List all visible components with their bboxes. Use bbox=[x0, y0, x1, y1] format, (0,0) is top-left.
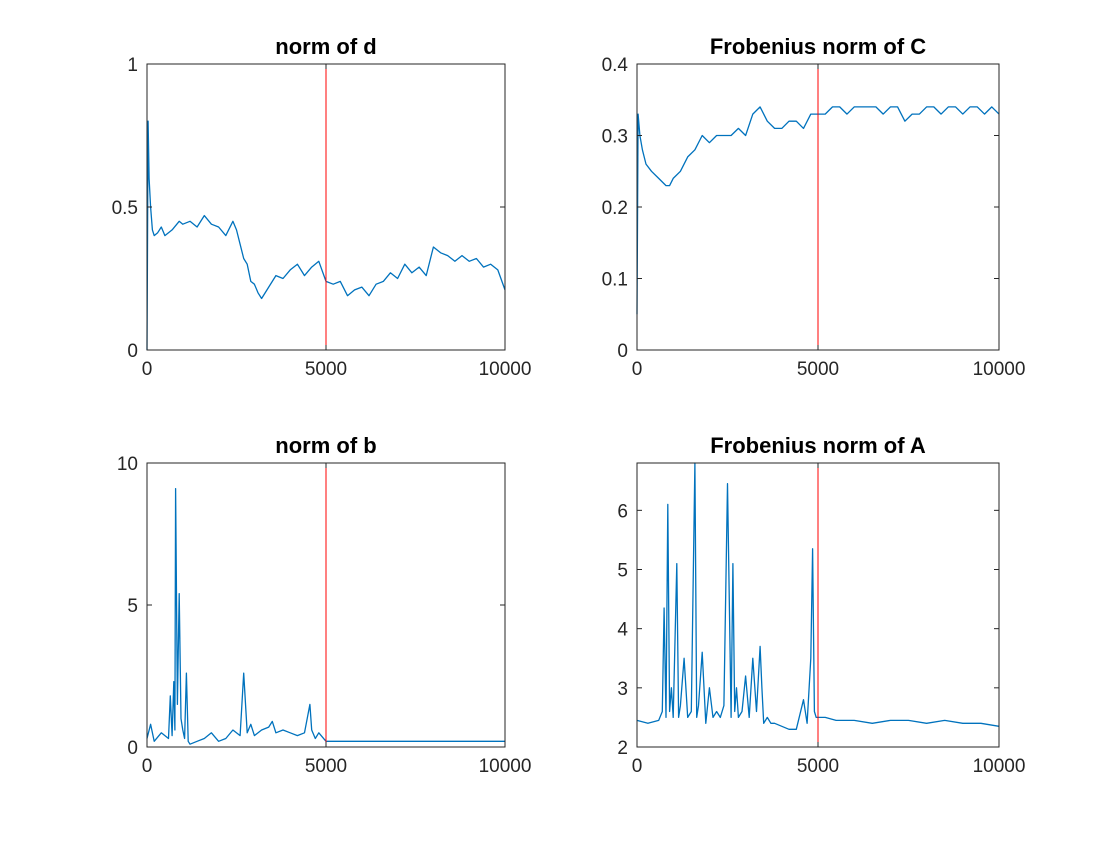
series-line bbox=[146, 487, 505, 745]
y-tick-label: 6 bbox=[617, 501, 628, 522]
y-tick-label: 5 bbox=[127, 596, 138, 617]
x-tick-label: 0 bbox=[632, 756, 643, 777]
x-tick-label: 5000 bbox=[305, 756, 347, 777]
y-tick-label: 10 bbox=[117, 454, 138, 475]
y-tick-label: 0 bbox=[617, 341, 628, 362]
subplot-4: 0 5000 10000 2 3 4 5 6 Frobenius norm of A bbox=[617, 433, 1025, 777]
x-tick-label: 0 bbox=[632, 359, 643, 380]
y-tick-label: 4 bbox=[617, 620, 628, 641]
y-tick-label: 0.5 bbox=[112, 198, 138, 219]
y-tick-label: 0.3 bbox=[602, 127, 628, 148]
subplot-title: norm of b bbox=[275, 433, 376, 458]
series-line bbox=[636, 106, 1000, 315]
y-tick-label: 3 bbox=[617, 679, 628, 700]
subplot-title: norm of d bbox=[275, 34, 376, 59]
subplot-2: 0 5000 10000 0 0.1 0.2 0.3 0.4 Frobenius norm of… bbox=[602, 34, 1026, 380]
y-tick-label: 0.4 bbox=[602, 55, 629, 76]
subplot-1: 0 5000 10000 0 0.5 1 norm of d bbox=[112, 34, 532, 380]
x-tick-label: 10000 bbox=[973, 359, 1026, 380]
x-tick-label: 5000 bbox=[797, 756, 839, 777]
x-tick-label: 10000 bbox=[479, 756, 532, 777]
y-tick-label: 0.2 bbox=[602, 198, 628, 219]
x-tick-label: 5000 bbox=[305, 359, 347, 380]
x-tick-label: 5000 bbox=[797, 359, 839, 380]
y-tick-label: 0 bbox=[127, 738, 138, 759]
subplot-3: 0 5000 10000 0 5 10 norm of b bbox=[117, 433, 532, 777]
y-tick-label: 0.1 bbox=[602, 270, 628, 291]
x-tick-label: 10000 bbox=[479, 359, 532, 380]
series-line bbox=[636, 462, 1000, 730]
x-tick-label: 0 bbox=[142, 756, 153, 777]
subplot-title: Frobenius norm of A bbox=[710, 433, 926, 458]
y-tick-label: 2 bbox=[617, 738, 628, 759]
y-tick-label: 5 bbox=[617, 561, 628, 582]
subplot-title: Frobenius norm of C bbox=[710, 34, 926, 59]
y-tick-label: 1 bbox=[127, 55, 138, 76]
series-line bbox=[146, 120, 506, 351]
x-tick-label: 0 bbox=[142, 359, 153, 380]
y-tick-label: 0 bbox=[127, 341, 138, 362]
x-tick-label: 10000 bbox=[973, 756, 1026, 777]
